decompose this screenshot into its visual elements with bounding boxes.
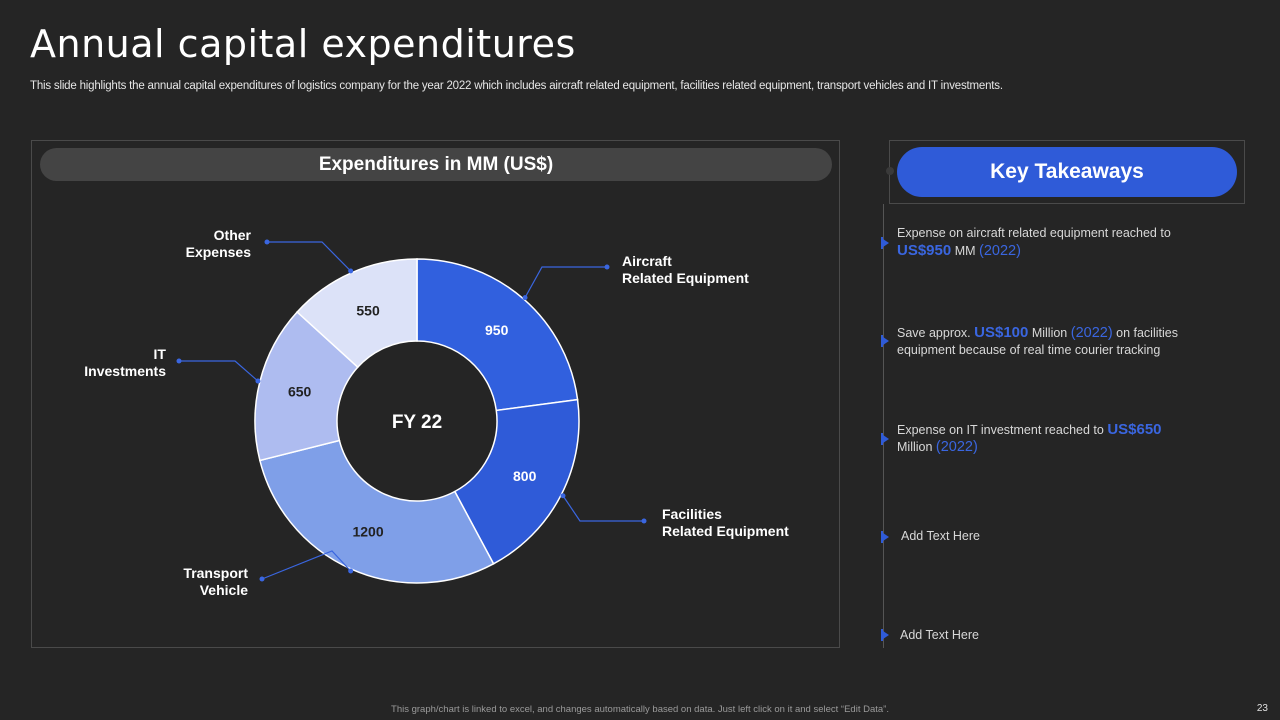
category-label: Related Equipment [662, 523, 789, 539]
takeaway-year: (2022) [935, 439, 978, 455]
donut-slice[interactable] [296, 258, 418, 369]
takeaway-year: (2022) [1070, 325, 1113, 341]
takeaway-text: MM [951, 244, 979, 258]
takeaway-item-3: Expense on IT investment reached to US$6… [897, 421, 1197, 456]
callout-dot [255, 378, 261, 384]
takeaway-highlight: US$650 [1107, 421, 1162, 438]
timeline-marker-icon [881, 237, 893, 249]
timeline-start-dot [886, 167, 894, 175]
slice-value-label: 650 [288, 384, 312, 400]
chart-title: Expenditures in MM (US$) [40, 148, 832, 181]
callout-line [267, 241, 352, 272]
callout-dot [259, 576, 265, 582]
donut-slice[interactable] [258, 439, 495, 584]
callout-dot [264, 239, 270, 245]
callout-dot [348, 568, 354, 574]
category-label: Aircraft [622, 253, 672, 269]
timeline-marker-icon [881, 433, 893, 445]
timeline-line [883, 204, 884, 648]
callout-dot [604, 264, 610, 270]
category-label: Facilities [662, 506, 722, 522]
takeaway-item-2: Save approx. US$100 Million (2022) on fa… [897, 324, 1197, 359]
takeaway-highlight: US$100 [974, 324, 1029, 341]
category-label: Related Equipment [622, 270, 749, 286]
timeline-marker-icon [881, 629, 893, 641]
donut-center-label: FY 22 [392, 412, 442, 433]
category-label: IT [154, 346, 167, 362]
slice-value-label: 550 [356, 302, 380, 318]
callout-line [179, 360, 259, 382]
donut-slice[interactable] [254, 310, 359, 462]
category-label: Expenses [186, 244, 252, 260]
takeaway-text: Million [1028, 326, 1071, 340]
takeaway-text: Million [897, 440, 936, 454]
key-takeaways-heading: Key Takeaways [897, 147, 1237, 197]
callout-dot [176, 358, 182, 364]
callout-dot [560, 493, 566, 499]
takeaway-year: (2022) [979, 243, 1021, 259]
takeaway-item-1: Expense on aircraft related equipment re… [897, 225, 1197, 260]
category-label: Other [214, 227, 252, 243]
timeline-marker-icon [881, 531, 893, 543]
chart-panel: Expenditures in MM (US$) 950 800 1200 650 55… [31, 140, 840, 648]
takeaway-item-4: Add Text Here [901, 529, 980, 543]
donut-slice[interactable] [416, 258, 579, 412]
category-label: Transport [183, 565, 248, 581]
takeaway-highlight: US$950 [897, 242, 952, 259]
slide-subtitle: This slide highlights the annual capital… [30, 80, 1003, 92]
page-number: 23 [1256, 703, 1268, 714]
timeline-marker-icon [881, 335, 893, 347]
callout-dot [522, 295, 528, 301]
takeaway-text: Expense on aircraft related equipment re… [897, 226, 1171, 240]
category-label: Vehicle [200, 582, 248, 598]
callout-dot [348, 268, 354, 274]
slice-value-label: 950 [485, 322, 509, 338]
takeaway-text: Expense on IT investment reached to [897, 423, 1108, 437]
callout-line [562, 495, 644, 522]
footer-note: This graph/chart is linked to excel, and… [391, 704, 889, 715]
callout-line [524, 266, 607, 298]
slice-value-label: 800 [513, 468, 537, 484]
donut-slice[interactable] [453, 398, 580, 565]
takeaway-item-5: Add Text Here [900, 628, 979, 642]
callout-line [261, 550, 352, 580]
takeaway-text: on facilities equipment because of real … [897, 326, 1178, 357]
slide-title: Annual capital expenditures [30, 22, 576, 66]
slice-value-label: 1200 [352, 524, 383, 540]
category-label: Investments [84, 363, 166, 379]
takeaway-text: Save approx. [897, 326, 975, 340]
callout-dot [641, 518, 647, 524]
